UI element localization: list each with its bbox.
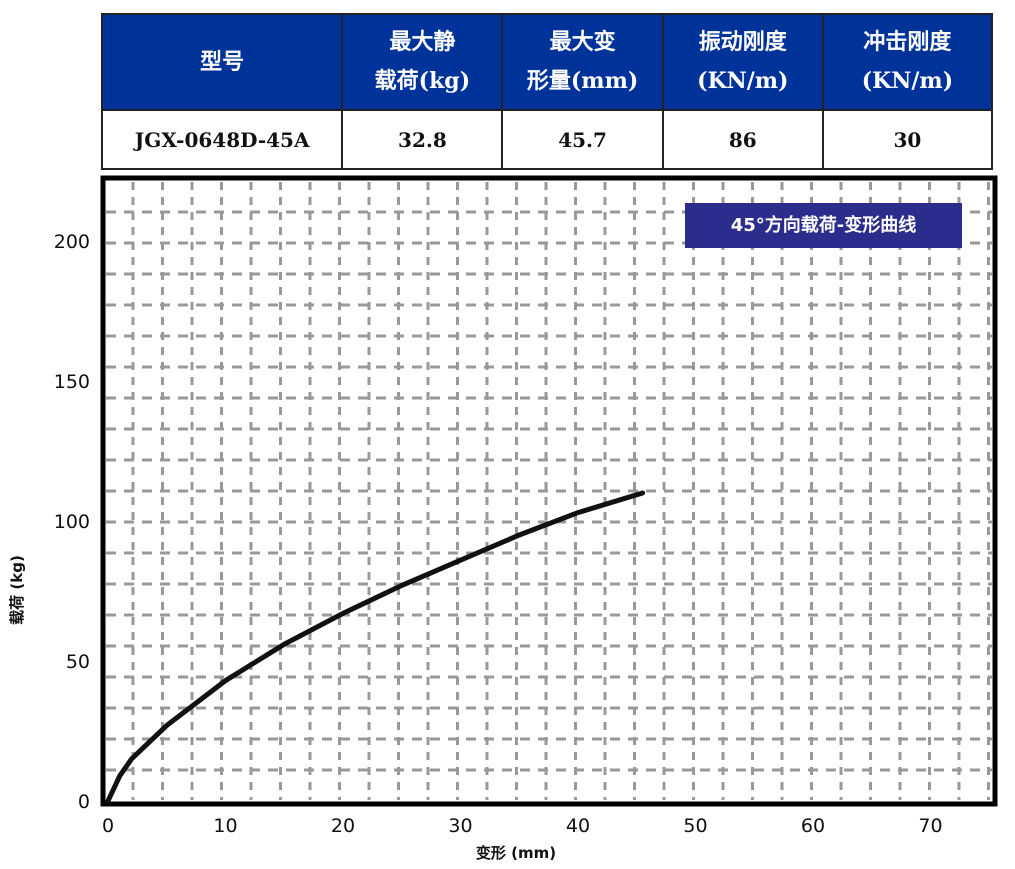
y-tick-label: 100 xyxy=(54,511,90,533)
header-vibration-stiffness: 振动刚度 (KN/m) xyxy=(661,13,824,111)
cell-max-deformation: 45.7 xyxy=(501,109,664,170)
cell-vibration-stiffness: 86 xyxy=(661,109,824,170)
y-tick-label: 150 xyxy=(54,371,90,393)
header-max-static-load: 最大静 载荷(kg) xyxy=(341,13,504,111)
x-tick-label: 70 xyxy=(918,815,942,837)
y-tick-label: 50 xyxy=(66,651,90,673)
x-tick-label: 50 xyxy=(683,815,707,837)
cell-max-static-load: 32.8 xyxy=(341,109,504,170)
chart-title: 45°方向载荷-变形曲线 xyxy=(685,203,962,248)
x-tick-label: 40 xyxy=(566,815,590,837)
cell-model: JGX-0648D-45A xyxy=(100,109,344,170)
y-tick-label: 0 xyxy=(78,791,90,813)
header-model: 型号 xyxy=(100,13,344,111)
plot-frame xyxy=(100,175,998,807)
x-tick-label: 20 xyxy=(331,815,355,837)
tick-labels: 0 10 20 30 40 50 60 70 0 50 100 150 200 xyxy=(54,231,943,837)
spec-data-row: JGX-0648D-45A 32.8 45.7 86 30 xyxy=(100,109,994,170)
x-tick-label: 60 xyxy=(801,815,825,837)
grid xyxy=(106,182,992,800)
cell-shock-stiffness: 30 xyxy=(821,109,994,170)
x-tick-label: 30 xyxy=(448,815,472,837)
x-axis-label: 变形 (mm) xyxy=(476,844,556,862)
x-tick-label: 0 xyxy=(102,815,114,837)
y-tick-label: 200 xyxy=(54,231,90,253)
x-tick-label: 10 xyxy=(213,815,237,837)
spec-table: 型号 最大静 载荷(kg) 最大变 形量(mm) 振动刚度 (KN/m) 冲击刚度 (K… xyxy=(100,13,994,170)
series-line xyxy=(105,490,646,804)
y-axis-label: 载荷 (kg) xyxy=(8,555,26,625)
header-shock-stiffness: 冲击刚度 (KN/m) xyxy=(821,13,994,111)
spec-header-row: 型号 最大静 载荷(kg) 最大变 形量(mm) 振动刚度 (KN/m) 冲击刚度 (K… xyxy=(100,13,994,111)
header-max-deformation: 最大变 形量(mm) xyxy=(501,13,664,111)
